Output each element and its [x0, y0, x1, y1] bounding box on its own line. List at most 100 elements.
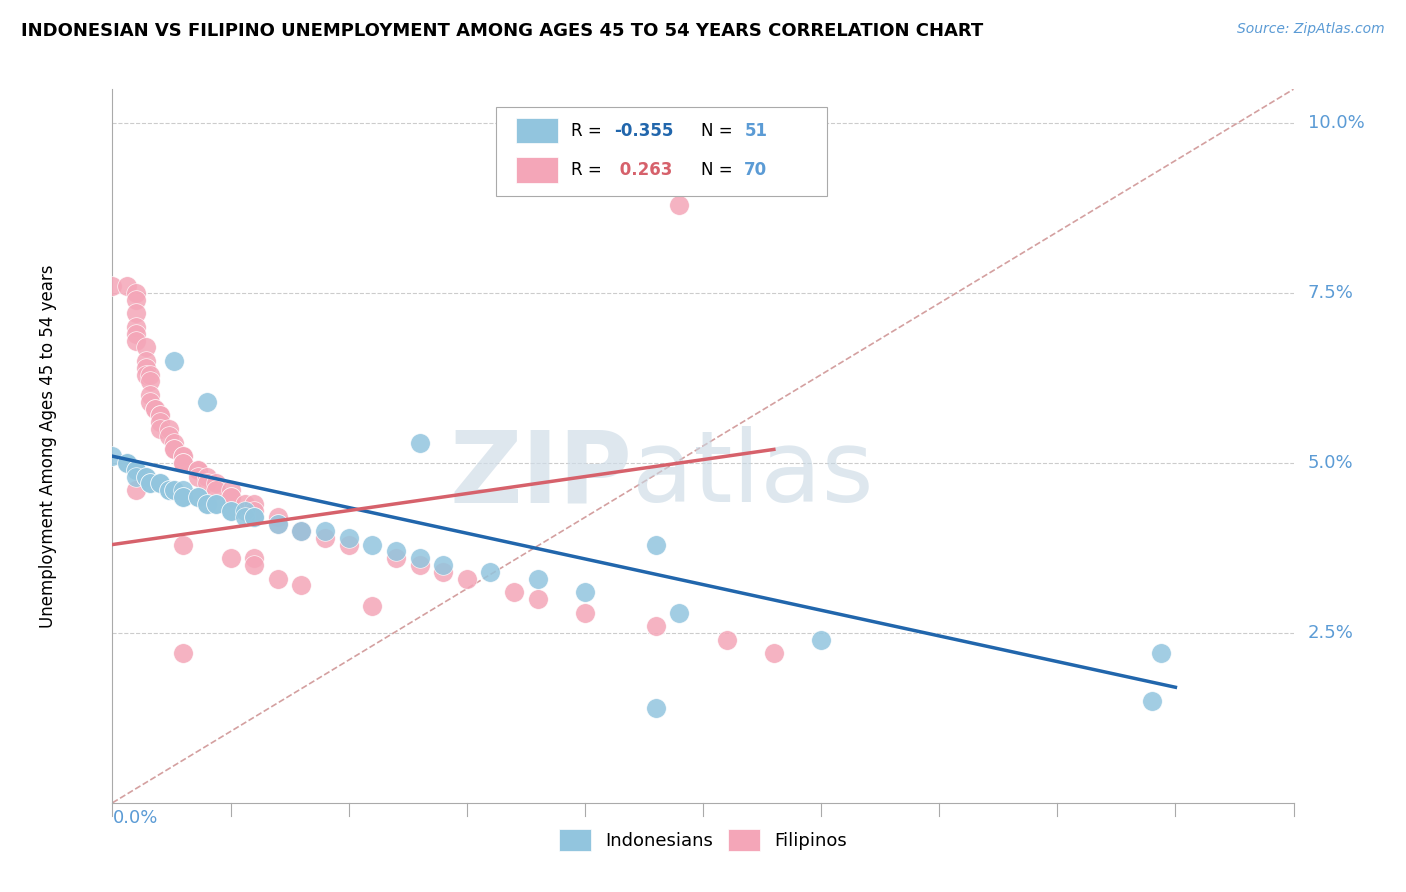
Text: R =: R = [571, 121, 607, 139]
Point [172, 456, 194, 470]
Point [219, 483, 242, 498]
Point [172, 537, 194, 551]
Point [149, 409, 172, 423]
Point [135, 360, 157, 375]
Point [135, 469, 157, 483]
Text: 0.263: 0.263 [614, 161, 673, 178]
Bar [516, 118, 558, 144]
Point [149, 415, 172, 429]
Point [139, 476, 162, 491]
Point [139, 394, 162, 409]
Point [163, 435, 186, 450]
Point [574, 585, 596, 599]
Text: N =: N = [700, 161, 738, 178]
Point [186, 469, 208, 483]
Point [361, 599, 384, 613]
Point [163, 442, 186, 457]
Text: 2.5%: 2.5% [1308, 624, 1354, 642]
Point [810, 632, 832, 647]
Point [267, 517, 290, 532]
Point [456, 572, 478, 586]
Point [163, 354, 186, 368]
Point [1140, 694, 1163, 708]
Point [205, 497, 228, 511]
Text: 7.5%: 7.5% [1308, 284, 1354, 302]
Legend: Indonesians, Filipinos: Indonesians, Filipinos [551, 822, 855, 858]
Text: ZIP: ZIP [450, 426, 633, 523]
Point [1150, 646, 1173, 660]
Point [233, 510, 256, 524]
Point [186, 463, 208, 477]
Point [408, 435, 430, 450]
Point [195, 394, 218, 409]
Text: R =: R = [571, 161, 607, 178]
Point [337, 537, 360, 551]
Point [163, 442, 186, 457]
Point [243, 510, 266, 524]
Point [163, 483, 186, 498]
Point [219, 490, 242, 504]
Point [314, 524, 336, 538]
Point [135, 368, 157, 382]
Point [195, 497, 218, 511]
Point [337, 531, 360, 545]
Point [526, 572, 548, 586]
Point [243, 558, 266, 572]
Point [125, 326, 148, 341]
Point [125, 320, 148, 334]
Point [408, 551, 430, 566]
Point [157, 422, 180, 436]
Point [385, 551, 408, 566]
Point [668, 606, 690, 620]
Point [479, 565, 502, 579]
Point [233, 503, 256, 517]
Point [115, 456, 138, 470]
Point [503, 585, 526, 599]
Text: Unemployment Among Ages 45 to 54 years: Unemployment Among Ages 45 to 54 years [38, 264, 56, 628]
Point [267, 510, 290, 524]
Point [408, 558, 430, 572]
Point [290, 578, 312, 592]
Text: 51: 51 [744, 121, 768, 139]
Text: Source: ZipAtlas.com: Source: ZipAtlas.com [1237, 22, 1385, 37]
Point [290, 524, 312, 538]
Point [157, 429, 180, 443]
Point [143, 401, 166, 416]
Text: 70: 70 [744, 161, 768, 178]
Point [668, 198, 690, 212]
Text: 5.0%: 5.0% [1308, 454, 1354, 472]
Point [125, 463, 148, 477]
Point [267, 572, 290, 586]
Point [101, 279, 124, 293]
Point [716, 632, 738, 647]
Point [195, 497, 218, 511]
Point [149, 409, 172, 423]
Point [205, 483, 228, 498]
Text: atlas: atlas [633, 426, 873, 523]
Point [115, 456, 138, 470]
Point [172, 646, 194, 660]
Point [149, 422, 172, 436]
Point [135, 469, 157, 483]
Point [125, 306, 148, 320]
Text: 10.0%: 10.0% [1308, 114, 1364, 132]
Point [205, 476, 228, 491]
Point [172, 490, 194, 504]
Text: -0.355: -0.355 [614, 121, 673, 139]
Point [186, 463, 208, 477]
Point [205, 497, 228, 511]
Point [243, 503, 266, 517]
Point [219, 503, 242, 517]
Point [163, 483, 186, 498]
Point [139, 375, 162, 389]
Point [361, 537, 384, 551]
Point [644, 700, 666, 714]
Point [574, 606, 596, 620]
Text: INDONESIAN VS FILIPINO UNEMPLOYMENT AMONG AGES 45 TO 54 YEARS CORRELATION CHART: INDONESIAN VS FILIPINO UNEMPLOYMENT AMON… [21, 22, 983, 40]
Text: 0.0%: 0.0% [112, 808, 157, 827]
Point [172, 490, 194, 504]
Point [219, 551, 242, 566]
Point [195, 469, 218, 483]
Point [526, 591, 548, 606]
Point [125, 334, 148, 348]
